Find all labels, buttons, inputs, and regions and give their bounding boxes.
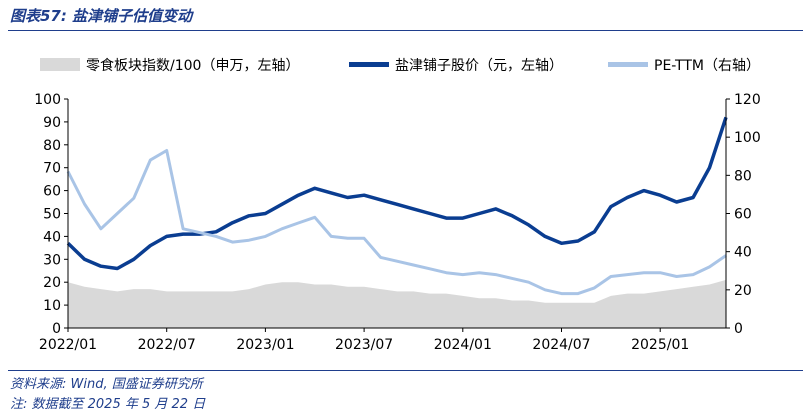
date-note: 注: 数据截至 2025 年 5 月 22 日	[10, 397, 206, 412]
legend: 零食板块指数/100（申万，左轴） 盐津铺子股价（元，左轴） PE-TTM（右轴）	[40, 57, 760, 74]
legend-label: 盐津铺子股价（元，左轴）	[395, 58, 563, 74]
series-area-snack-index	[68, 279, 726, 328]
right-tick-label: 40	[734, 245, 752, 261]
legend-label: PE-TTM（右轴）	[654, 58, 760, 74]
legend-stock-price: 盐津铺子股价（元，左轴）	[349, 58, 563, 74]
left-tick-label: 10	[43, 298, 61, 314]
title-divider	[8, 30, 803, 31]
left-tick-label: 50	[43, 207, 61, 223]
plot-area	[66, 116, 728, 328]
left-tick-label: 100	[34, 92, 61, 108]
x-tick-label: 2023/07	[335, 337, 393, 353]
left-tick-label: 20	[43, 275, 61, 291]
left-tick-label: 0	[52, 321, 61, 337]
chart-title: 图表57: 盐津铺子估值变动	[10, 7, 193, 25]
legend-pe-ttm: PE-TTM（右轴）	[608, 58, 760, 74]
left-tick-label: 80	[43, 138, 61, 154]
left-tick-label: 40	[43, 229, 61, 245]
series-line-pe-ttm	[66, 149, 727, 296]
chart-svg: 零食板块指数/100（申万，左轴） 盐津铺子股价（元，左轴） PE-TTM（右轴） …	[34, 57, 760, 353]
axes: 0 10 20 30 40 50 60 70 80 90 100 0 20 40 60 80 100 120 202…	[34, 92, 760, 353]
left-tick-label: 90	[43, 115, 61, 131]
legend-swatch	[40, 58, 80, 71]
left-tick-label: 70	[43, 161, 61, 177]
right-tick-label: 80	[734, 168, 752, 184]
x-tick-label: 2022/01	[39, 337, 97, 353]
right-tick-label: 20	[734, 283, 752, 299]
right-tick-label: 0	[734, 321, 743, 337]
right-tick-label: 120	[734, 92, 761, 108]
legend-label: 零食板块指数/100（申万，左轴）	[86, 57, 299, 74]
x-tick-label: 2023/01	[236, 337, 294, 353]
left-tick-label: 30	[43, 252, 61, 268]
right-tick-label: 100	[734, 130, 761, 146]
left-tick-label: 60	[43, 184, 61, 200]
x-tick-label: 2025/01	[631, 337, 689, 353]
source-note: 资料来源: Wind, 国盛证券研究所	[10, 377, 203, 392]
legend-snack-index: 零食板块指数/100（申万，左轴）	[40, 57, 299, 74]
x-tick-label: 2024/07	[532, 337, 590, 353]
footer-divider	[8, 370, 803, 371]
x-tick-label: 2024/01	[434, 337, 492, 353]
series-line-stock-price	[66, 116, 728, 271]
x-tick-label: 2022/07	[138, 337, 196, 353]
right-tick-label: 60	[734, 207, 752, 223]
